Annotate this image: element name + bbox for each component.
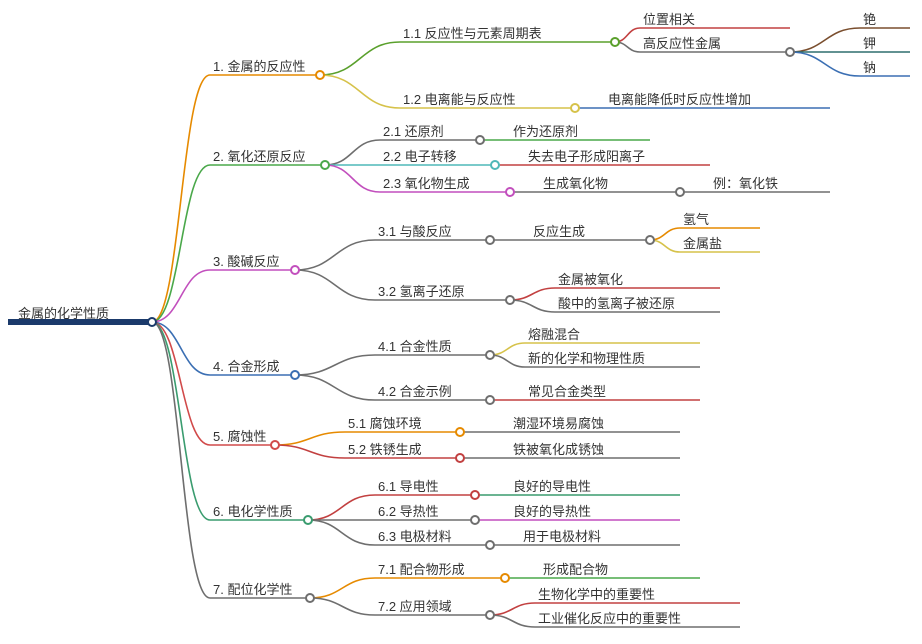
node-label: 反应生成 <box>533 224 585 241</box>
node-label: 氢气 <box>683 212 709 229</box>
node-dot <box>645 235 655 245</box>
node-label: 5.1 腐蚀环境 <box>348 416 422 433</box>
node-dot <box>147 317 157 327</box>
mindmap-container: 金属的化学性质 1. 金属的反应性 1.1 反应性与元素周期表 位置相关高反应性金属 铯… <box>0 0 922 644</box>
node-label: 金属被氧化 <box>558 272 623 289</box>
node-dot <box>570 103 580 113</box>
node-dot <box>490 160 500 170</box>
node-label: 1.1 反应性与元素周期表 <box>403 26 542 43</box>
node-label: 5.2 铁锈生成 <box>348 442 422 459</box>
node-dot <box>290 265 300 275</box>
node-dot <box>505 295 515 305</box>
node-label: 良好的导热性 <box>513 504 591 521</box>
node-label: 金属盐 <box>683 236 722 253</box>
node-label: 2. 氧化还原反应 <box>213 149 305 166</box>
node-dot <box>675 187 685 197</box>
node-label: 4. 合金形成 <box>213 359 279 376</box>
node-dot <box>505 187 515 197</box>
node-label: 3.2 氢离子还原 <box>378 284 465 301</box>
node-dot <box>785 47 795 57</box>
node-dot <box>485 395 495 405</box>
node-label: 形成配合物 <box>543 562 608 579</box>
node-label: 铯 <box>863 12 876 29</box>
node-label: 钾 <box>863 36 876 53</box>
node-label: 2.3 氧化物生成 <box>383 176 470 193</box>
node-label: 失去电子形成阳离子 <box>528 149 645 166</box>
node-label: 1. 金属的反应性 <box>213 59 305 76</box>
node-label: 生物化学中的重要性 <box>538 587 655 604</box>
node-dot <box>500 573 510 583</box>
node-label: 6.2 导热性 <box>378 504 439 521</box>
node-label: 高反应性金属 <box>643 36 721 53</box>
node-label: 4.2 合金示例 <box>378 384 452 401</box>
node-label: 良好的导电性 <box>513 479 591 496</box>
node-label: 用于电极材料 <box>523 529 601 546</box>
node-label: 钠 <box>863 60 876 77</box>
node-label: 6.3 电极材料 <box>378 529 452 546</box>
node-label: 7.1 配合物形成 <box>378 562 465 579</box>
node-dot <box>315 70 325 80</box>
node-label: 潮湿环境易腐蚀 <box>513 416 604 433</box>
node-label: 位置相关 <box>643 12 695 29</box>
node-dot <box>485 235 495 245</box>
node-dot <box>455 453 465 463</box>
node-label: 4.1 合金性质 <box>378 339 452 356</box>
node-label: 熔融混合 <box>528 327 580 344</box>
node-dot <box>470 515 480 525</box>
node-label: 5. 腐蚀性 <box>213 429 266 446</box>
node-dot <box>485 540 495 550</box>
node-label: 电离能降低时反应性增加 <box>608 92 751 109</box>
node-label: 常见合金类型 <box>528 384 606 401</box>
node-label: 作为还原剂 <box>513 124 578 141</box>
node-dot <box>305 593 315 603</box>
node-dot <box>455 427 465 437</box>
node-dot <box>485 610 495 620</box>
node-label: 酸中的氢离子被还原 <box>558 296 675 313</box>
node-label: 7. 配位化学性 <box>213 582 292 599</box>
root-label: 金属的化学性质 <box>18 306 109 323</box>
node-dot <box>270 440 280 450</box>
node-dot <box>610 37 620 47</box>
node-dot <box>470 490 480 500</box>
node-dot <box>320 160 330 170</box>
node-label: 2.2 电子转移 <box>383 149 457 166</box>
node-label: 7.2 应用领域 <box>378 599 452 616</box>
node-dot <box>303 515 313 525</box>
node-dot <box>290 370 300 380</box>
node-label: 6. 电化学性质 <box>213 504 292 521</box>
node-dot <box>475 135 485 145</box>
node-label: 新的化学和物理性质 <box>528 351 645 368</box>
node-label: 例：氧化铁 <box>713 176 778 193</box>
node-label: 2.1 还原剂 <box>383 124 444 141</box>
node-dot <box>485 350 495 360</box>
node-label: 6.1 导电性 <box>378 479 439 496</box>
node-label: 生成氧化物 <box>543 176 608 193</box>
node-label: 3.1 与酸反应 <box>378 224 452 241</box>
node-label: 3. 酸碱反应 <box>213 254 279 271</box>
node-label: 1.2 电离能与反应性 <box>403 92 516 109</box>
node-label: 工业催化反应中的重要性 <box>538 611 681 628</box>
node-label: 铁被氧化成锈蚀 <box>513 442 604 459</box>
